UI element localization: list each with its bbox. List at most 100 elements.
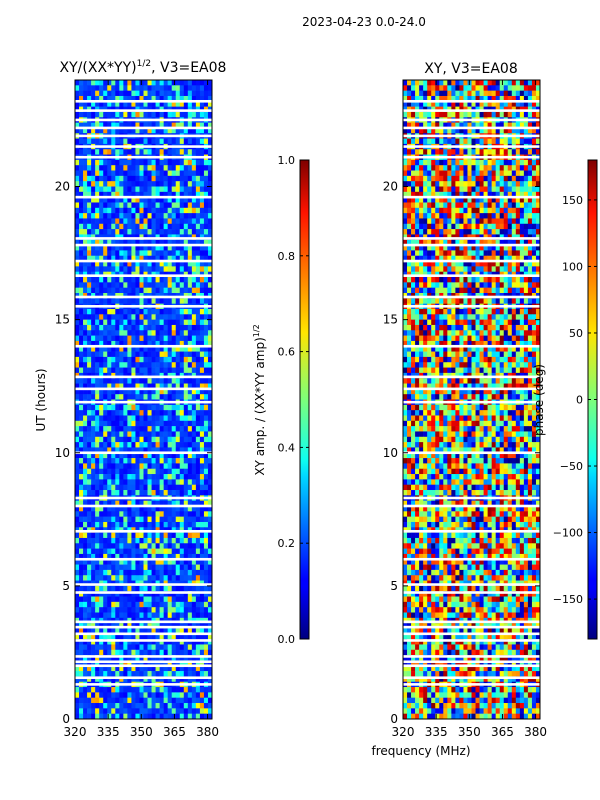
heatmap-cell — [87, 159, 92, 166]
heatmap-cell — [439, 165, 444, 171]
heatmap-cell — [199, 186, 205, 193]
heatmap-cell — [179, 516, 185, 523]
heatmap-cell — [147, 213, 152, 219]
heatmap-cell — [91, 266, 96, 273]
heatmap-cell — [443, 197, 448, 203]
heatmap-cell — [75, 245, 80, 251]
heatmap-cell — [95, 111, 100, 118]
heatmap-cell — [167, 335, 173, 342]
heatmap-cell — [99, 543, 104, 549]
heatmap-cell — [407, 181, 412, 187]
heatmap-cell — [143, 250, 148, 257]
heatmap-cell — [203, 436, 209, 443]
heatmap-cell — [423, 186, 428, 193]
heatmap-cell — [99, 468, 104, 475]
heatmap-cell — [483, 138, 488, 145]
heatmap-cell — [467, 197, 472, 203]
heatmap-cell — [199, 324, 205, 331]
heatmap-cell — [83, 245, 88, 251]
heatmap-cell — [99, 255, 104, 262]
heatmap-cell — [407, 90, 412, 97]
heatmap-cell — [495, 175, 501, 182]
heatmap-cell — [139, 575, 144, 581]
heatmap-cell — [467, 170, 472, 177]
heatmap-cell — [147, 708, 152, 714]
heatmap-cell — [503, 111, 509, 118]
heatmap-cell — [155, 687, 160, 693]
heatmap-cell — [183, 394, 189, 400]
heatmap-cell — [139, 596, 144, 603]
heatmap-cell — [79, 543, 84, 549]
heatmap-cell — [139, 553, 144, 560]
heatmap-cell — [167, 111, 173, 118]
flagged-row — [75, 274, 212, 277]
heatmap-cell — [191, 410, 197, 416]
heatmap-cell — [99, 463, 104, 470]
heatmap-cell — [107, 468, 112, 475]
heatmap-cell — [75, 95, 80, 102]
heatmap-cell — [147, 564, 152, 571]
heatmap-cell — [171, 388, 177, 395]
heatmap-cell — [123, 591, 128, 597]
heatmap-cell — [527, 95, 533, 102]
heatmap-cell — [123, 218, 128, 225]
heatmap-cell — [207, 324, 213, 331]
heatmap-cell — [199, 202, 205, 209]
heatmap-cell — [135, 426, 140, 432]
heatmap-cell — [115, 633, 120, 640]
heatmap-cell — [99, 191, 104, 198]
heatmap-cell — [95, 575, 100, 581]
heatmap-cell — [195, 559, 201, 565]
heatmap-cell — [159, 340, 164, 347]
heatmap-cell — [143, 644, 148, 651]
heatmap-cell — [191, 404, 197, 411]
heatmap-cell — [515, 186, 521, 193]
heatmap-cell — [143, 101, 148, 107]
heatmap-cell — [175, 511, 181, 517]
heatmap-cell — [187, 713, 193, 720]
heatmap-cell — [187, 175, 193, 182]
heatmap-cell — [83, 324, 88, 331]
heatmap-cell — [119, 362, 124, 368]
heatmap-cell — [159, 245, 164, 251]
heatmap-cell — [139, 308, 144, 315]
heatmap-cell — [83, 80, 88, 86]
heatmap-cell — [183, 447, 189, 454]
ut-hours-label: UT (hours) — [34, 368, 48, 431]
heatmap-cell — [95, 516, 100, 523]
heatmap-cell — [159, 175, 164, 182]
heatmap-cell — [171, 543, 177, 549]
heatmap-cell — [83, 287, 88, 294]
heatmap-cell — [171, 175, 177, 182]
heatmap-cell — [123, 388, 128, 395]
heatmap-cell — [467, 191, 472, 198]
heatmap-cell — [135, 197, 140, 203]
heatmap-cell — [155, 346, 160, 352]
heatmap-cell — [487, 111, 492, 118]
heatmap-cell — [99, 452, 104, 459]
heatmap-cell — [159, 239, 164, 246]
flagged-row — [75, 195, 212, 199]
heatmap-cell — [143, 463, 148, 470]
heatmap-cell — [87, 500, 92, 507]
heatmap-cell — [431, 101, 436, 107]
heatmap-cell — [175, 277, 181, 283]
heatmap-cell — [175, 181, 181, 187]
heatmap-cell — [75, 340, 80, 347]
heatmap-cell — [419, 181, 424, 187]
heatmap-cell — [135, 537, 140, 544]
heatmap-cell — [191, 202, 197, 209]
heatmap-cell — [79, 202, 84, 209]
flagged-row — [75, 375, 212, 379]
heatmap-cell — [111, 644, 116, 651]
heatmap-cell — [415, 101, 420, 107]
heatmap-cell — [203, 687, 209, 693]
heatmap-cell — [183, 452, 189, 459]
heatmap-cell — [167, 564, 173, 571]
heatmap-cell — [195, 431, 201, 438]
heatmap-cell — [127, 585, 132, 592]
heatmap-cell — [123, 378, 128, 384]
heatmap-cell — [531, 85, 537, 91]
heatmap-cell — [203, 516, 209, 523]
heatmap-cell — [131, 111, 136, 118]
